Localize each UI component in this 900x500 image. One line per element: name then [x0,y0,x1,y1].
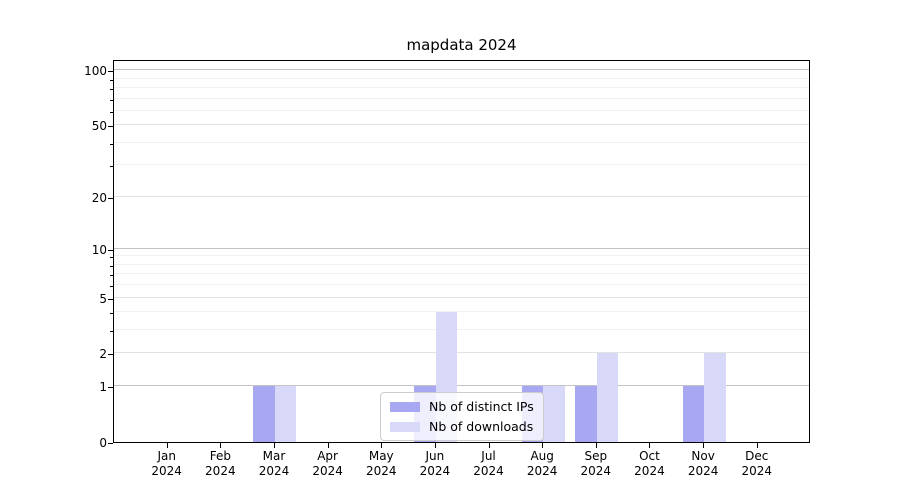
chart-title: mapdata 2024 [406,36,517,54]
x-tick-label: Nov 2024 [687,449,719,478]
y-tick-label: 10 [91,242,107,257]
y-tick-label: 100 [84,64,107,79]
x-tick-mark [381,443,383,448]
x-tick-label: May 2024 [365,449,397,478]
x-tick-label: Aug 2024 [526,449,558,478]
x-tick-mark [166,443,168,448]
x-tick-mark [327,443,329,448]
legend-swatch-distinct-ips [390,401,420,412]
gridline-minor [114,77,809,79]
bar [575,386,597,442]
x-tick-label: Mar 2024 [258,449,290,478]
y-tick-mark [108,354,113,356]
legend-label-downloads: Nb of downloads [429,419,534,434]
x-tick-label: Jul 2024 [473,449,504,478]
gridline-minor [114,263,809,265]
legend: Nb of distinct IPs Nb of downloads [380,392,544,441]
gridline-minor [114,255,809,257]
y-tick-label: 50 [91,119,107,134]
gridline-minor [114,141,809,143]
gridline-minor [114,164,809,166]
y-tick-label: 2 [99,347,107,362]
bar [682,386,705,442]
legend-swatch-downloads [390,421,420,432]
gridline-minor [114,97,809,99]
y-tick-label: 20 [91,190,107,205]
y-tick-mark [108,249,113,251]
gridline-minor [114,86,809,88]
y-tick-mark [108,387,113,389]
y-tick-mark [108,298,113,300]
x-tick-mark [542,443,544,448]
bar [543,386,565,442]
y-minor-tick-mark [110,257,113,259]
plot-area: Nb of distinct IPs Nb of downloads [113,60,810,443]
x-tick-mark [488,443,490,448]
y-minor-tick-mark [110,79,113,81]
legend-entry-downloads: Nb of downloads [390,419,534,434]
gridline [114,247,809,249]
gridline-minor [114,311,809,313]
y-minor-tick-mark [110,331,113,333]
x-tick-label: Jan 2024 [151,449,182,478]
y-tick-mark [108,126,113,128]
bar [704,353,726,442]
y-tick-label: 0 [99,436,107,450]
y-minor-tick-mark [110,111,113,113]
y-minor-tick-mark [110,313,113,315]
bar [253,386,275,442]
x-tick-mark [434,443,436,448]
y-minor-tick-mark [110,275,113,277]
y-tick-mark [108,71,113,73]
y-minor-tick-mark [110,166,113,168]
gridline [114,195,809,197]
x-tick-mark [649,443,651,448]
gridline [114,296,809,298]
y-tick-label: 1 [99,380,107,395]
gridline-minor [114,284,809,286]
gridline [114,124,809,126]
y-minor-tick-mark [110,88,113,90]
y-minor-tick-mark [110,143,113,145]
x-tick-label: Dec 2024 [741,449,772,478]
legend-label-distinct-ips: Nb of distinct IPs [429,399,534,414]
gridline [114,352,809,354]
gridline-minor [114,273,809,275]
x-tick-label: Oct 2024 [634,449,665,478]
x-tick-label: Jun 2024 [419,449,451,478]
y-minor-tick-mark [110,99,113,101]
y-tick-label: 5 [99,291,107,306]
bar [596,353,619,442]
y-minor-tick-mark [110,286,113,288]
y-minor-tick-mark [110,265,113,267]
y-tick-mark [108,443,113,444]
gridline-minor [114,329,809,331]
x-tick-mark [756,443,758,448]
bar [274,386,297,442]
x-tick-label: Apr 2024 [312,449,343,478]
x-tick-mark [595,443,597,448]
legend-entry-distinct-ips: Nb of distinct IPs [390,399,534,414]
gridline [114,385,809,387]
x-tick-label: Sep 2024 [580,449,612,478]
x-tick-label: Feb 2024 [205,449,236,478]
gridline [114,69,809,71]
gridline-minor [114,109,809,111]
x-tick-mark [220,443,222,448]
x-tick-mark [273,443,275,448]
y-tick-mark [108,197,113,199]
x-tick-mark [703,443,705,448]
